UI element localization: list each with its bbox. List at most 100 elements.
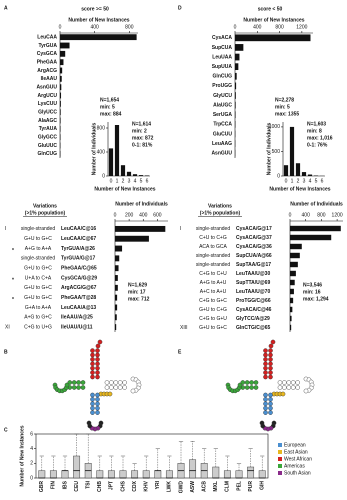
bar bbox=[235, 101, 236, 109]
category-label: SupUUA bbox=[212, 64, 233, 70]
box bbox=[107, 470, 115, 479]
nucleotide bbox=[71, 385, 77, 390]
bar bbox=[289, 126, 295, 176]
bar bbox=[115, 255, 120, 262]
category-label: GluCUU bbox=[213, 131, 233, 137]
bar bbox=[115, 265, 119, 272]
x-tick-label: GWD bbox=[178, 481, 184, 494]
bar bbox=[144, 175, 150, 176]
nucleotide bbox=[95, 370, 100, 375]
bar bbox=[115, 304, 118, 311]
y-tick-label: 0 bbox=[30, 475, 33, 481]
nucleotide bbox=[90, 357, 95, 362]
nucleotide bbox=[95, 348, 100, 353]
nucleotide bbox=[97, 339, 103, 345]
y-tick-label: 1000 bbox=[269, 124, 280, 130]
category-label: LysCUU bbox=[38, 101, 58, 107]
bar bbox=[290, 234, 332, 241]
x-tick-label: GIH bbox=[260, 481, 266, 490]
x-tick-label: 400 bbox=[302, 212, 311, 218]
nucleotide bbox=[263, 410, 268, 415]
bar bbox=[126, 171, 132, 176]
nucleotide bbox=[95, 392, 100, 398]
bar bbox=[290, 261, 298, 268]
change-label: C+G to G+U bbox=[199, 316, 227, 322]
nucleotide bbox=[282, 380, 287, 385]
panel-label: A bbox=[4, 5, 8, 11]
bar bbox=[307, 174, 313, 176]
variant-label: SupCUA/A@66 bbox=[236, 253, 272, 259]
x-tick-label: 800 bbox=[317, 212, 326, 218]
box bbox=[154, 470, 162, 479]
variant-label: SupTTA/U@69 bbox=[236, 280, 270, 286]
category-label: CysGCA bbox=[37, 51, 58, 57]
bar bbox=[235, 63, 239, 71]
nucleotide bbox=[268, 357, 273, 362]
x-tick-label: FIN bbox=[51, 481, 57, 489]
x-tick-label: 4 bbox=[134, 178, 137, 184]
category-label: AsnGUU bbox=[211, 151, 232, 157]
bar bbox=[60, 100, 61, 107]
x-tick-label: 0 bbox=[110, 178, 113, 184]
nucleotide bbox=[253, 380, 259, 385]
change-label: ACA to GCA bbox=[199, 244, 227, 250]
bar bbox=[290, 243, 302, 250]
change-label: A+C to A+U bbox=[200, 289, 227, 295]
bar bbox=[60, 109, 61, 116]
nucleotide bbox=[249, 380, 254, 385]
x-tick-label: LWK bbox=[167, 481, 173, 492]
table-subtitle: (>1% population) bbox=[200, 210, 241, 216]
x-tick-label: TSI bbox=[86, 480, 92, 488]
box bbox=[189, 459, 197, 479]
row-numeral: I bbox=[5, 226, 6, 232]
nucleotide bbox=[95, 374, 100, 380]
x-tick-label: 1 bbox=[291, 178, 294, 184]
bar bbox=[235, 34, 311, 42]
bar bbox=[115, 235, 149, 242]
legend-swatch bbox=[278, 457, 282, 461]
variant-label: TyrGUA/A@26 bbox=[61, 246, 95, 252]
panel-label: C bbox=[4, 427, 8, 433]
bar bbox=[115, 314, 117, 321]
row-numeral: XI bbox=[5, 324, 10, 330]
box bbox=[61, 470, 69, 479]
category-label: ProUGG bbox=[212, 83, 232, 89]
bar bbox=[115, 324, 117, 331]
annotation: min: 8 bbox=[307, 128, 322, 134]
category-label: LeuCAA bbox=[37, 34, 57, 40]
category-label: GlnCUG bbox=[38, 151, 58, 157]
plot-frame bbox=[35, 433, 269, 479]
nucleotide bbox=[268, 410, 273, 415]
nucleotide bbox=[263, 365, 268, 371]
x-tick-label: GBR bbox=[39, 481, 45, 493]
bar bbox=[60, 67, 63, 74]
category-label: PheGAA bbox=[37, 59, 58, 65]
nucleotide bbox=[104, 380, 110, 385]
nucleotide bbox=[117, 385, 123, 390]
nucleotide bbox=[263, 348, 268, 353]
bar bbox=[60, 34, 137, 41]
x-tick-label: 5 bbox=[140, 178, 143, 184]
row-numeral: I bbox=[180, 226, 181, 232]
nucleotide bbox=[109, 385, 114, 390]
category-label: ArgUCU bbox=[38, 93, 58, 99]
nucleotide bbox=[90, 361, 95, 367]
legend-label: South Asian bbox=[284, 470, 311, 476]
nucleotide bbox=[249, 385, 254, 390]
y-axis-label: Number of Individuals bbox=[266, 123, 272, 176]
x-tick-label: 4 bbox=[309, 178, 312, 184]
x-axis-label: Number of New Instances bbox=[68, 17, 129, 23]
nucleotide bbox=[113, 380, 119, 385]
variant-label: CysACA/G@17 bbox=[236, 226, 272, 232]
nucleotide bbox=[263, 374, 268, 380]
x-tick-label: CHS bbox=[120, 480, 126, 491]
x-tick-label: 1 bbox=[116, 178, 119, 184]
y-tick-label: 0 bbox=[102, 173, 105, 179]
x-tick-label: 6 bbox=[146, 178, 149, 184]
change-label: C+G to C+U bbox=[199, 271, 227, 277]
variant-label: CysACA/C@46 bbox=[236, 307, 272, 313]
bar bbox=[115, 284, 118, 291]
nucleotide bbox=[95, 397, 100, 402]
legend-label: East Asian bbox=[284, 449, 308, 455]
